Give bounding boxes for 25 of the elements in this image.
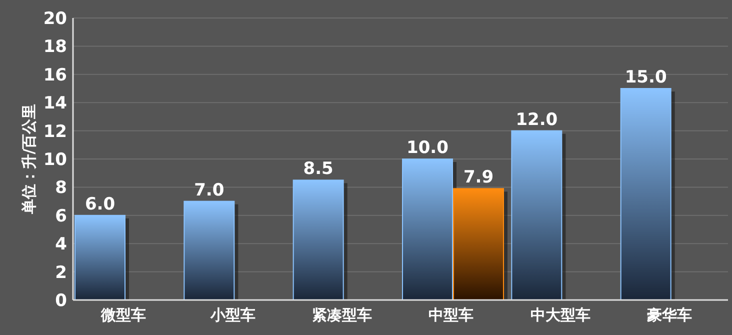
x-tick-label: 紧凑型车 bbox=[312, 306, 372, 324]
data-label: 12.0 bbox=[516, 110, 558, 130]
y-tick-label: 10 bbox=[43, 150, 68, 170]
data-label: 7.9 bbox=[463, 168, 494, 188]
y-tick-label: 2 bbox=[55, 262, 67, 283]
data-label: 6.0 bbox=[84, 194, 116, 214]
x-tick-label: 中型车 bbox=[428, 306, 474, 324]
y-tick-label: 12 bbox=[43, 122, 67, 142]
data-label: 7.0 bbox=[194, 180, 224, 200]
data-label: 15.0 bbox=[624, 68, 667, 88]
y-tick-label: 0 bbox=[55, 291, 68, 311]
x-tick-label: 中大型车 bbox=[530, 306, 590, 324]
y-tick-label: 20 bbox=[43, 9, 68, 29]
y-tick-label: 16 bbox=[43, 65, 67, 86]
data-label: 10.0 bbox=[406, 138, 449, 158]
y-tick-label: 4 bbox=[55, 234, 68, 255]
y-tick-label: 14 bbox=[43, 94, 68, 114]
x-tick-label: 小型车 bbox=[209, 306, 256, 324]
y-tick-label: 6 bbox=[55, 206, 67, 226]
data-label: 8.5 bbox=[303, 159, 334, 180]
y-tick-label: 8 bbox=[55, 178, 67, 198]
y-tick-label: 18 bbox=[43, 37, 67, 58]
x-tick-label: 微型车 bbox=[100, 306, 146, 324]
x-tick-label: 豪华车 bbox=[646, 306, 692, 324]
y-axis-title: 单位：升/百公里 bbox=[20, 104, 38, 216]
